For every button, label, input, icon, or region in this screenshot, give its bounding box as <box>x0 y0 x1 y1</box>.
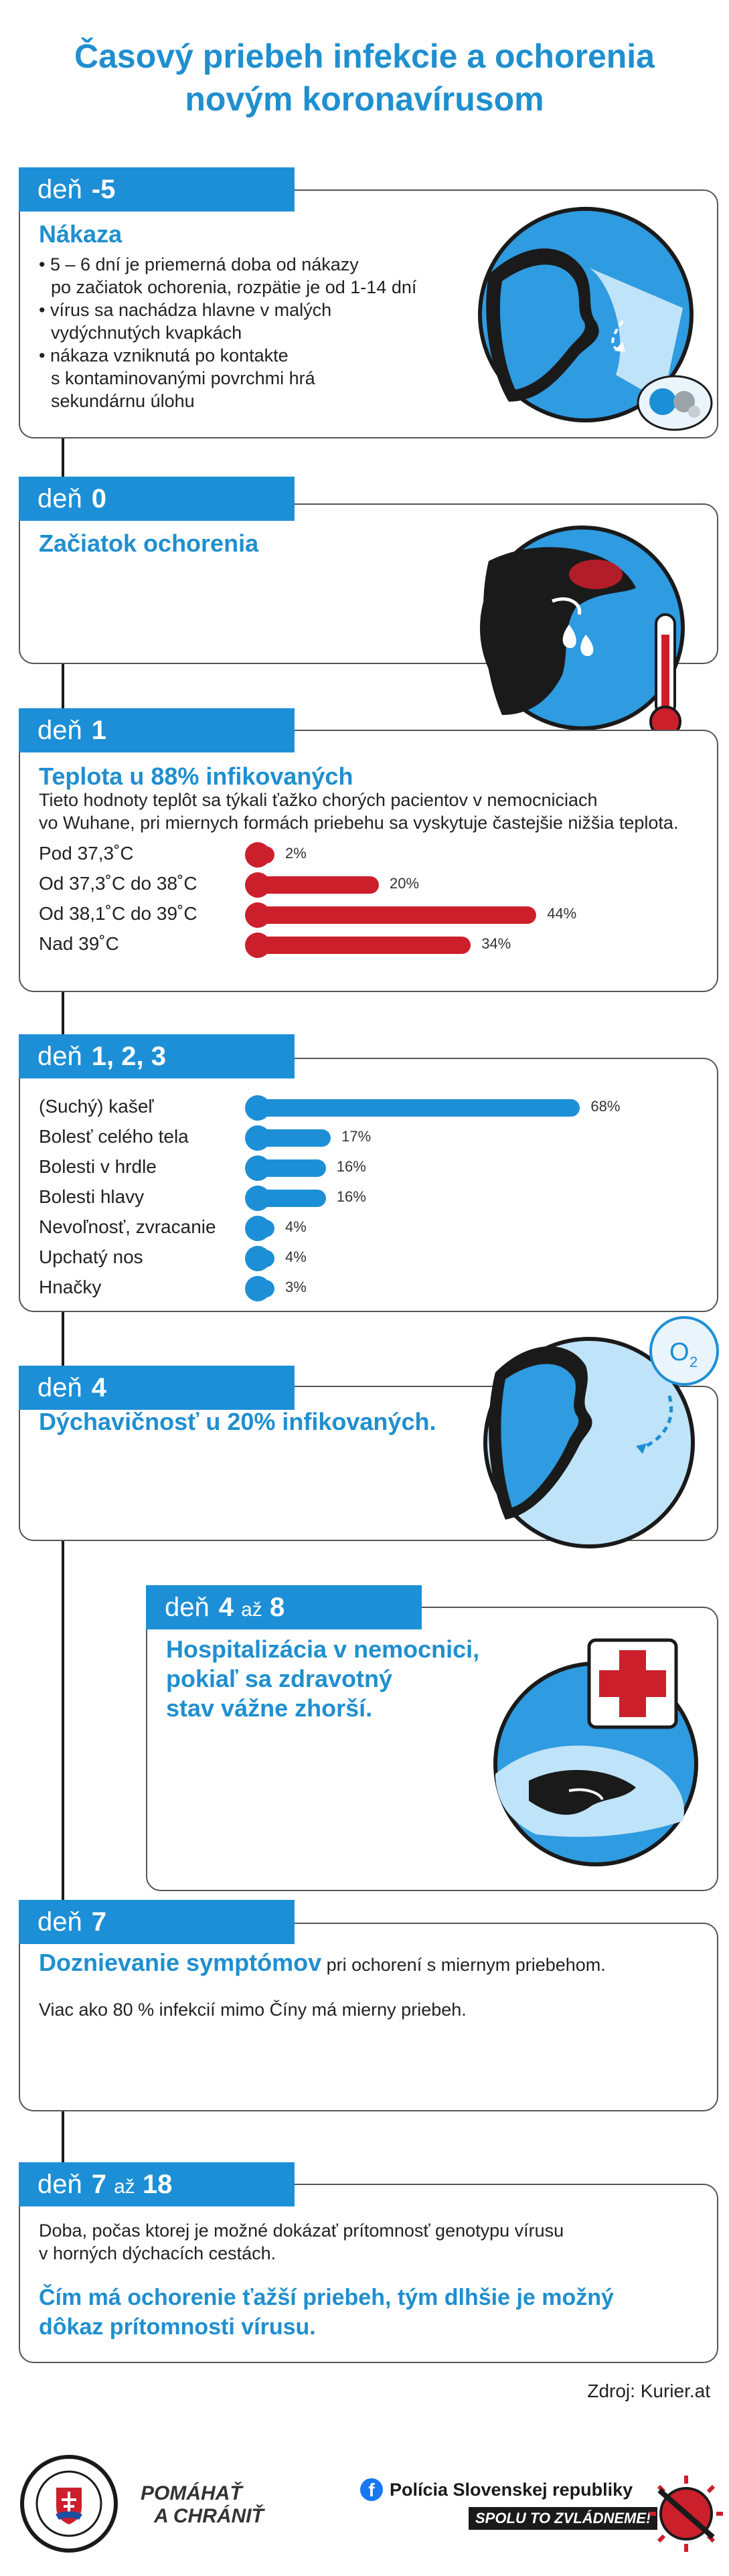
day-number: 1, 2, 3 <box>91 1042 166 1071</box>
fever-illustration <box>480 526 685 738</box>
chart-value-label: 2% <box>285 845 307 862</box>
section-highlight: Čím má ochorenie ťažší priebeh, tým dlhš… <box>39 2285 614 2340</box>
infection-illustration <box>478 207 713 431</box>
chart-bar-cap <box>245 842 270 868</box>
chart-bar-cap <box>245 1276 270 1301</box>
chart-bar <box>248 906 537 924</box>
chart-value-label: 20% <box>390 875 420 892</box>
chart-bar-cap <box>245 872 270 898</box>
chart-bar-cap <box>245 1095 270 1121</box>
tagline: SPOLU TO ZVLÁDNEME! <box>469 2507 658 2530</box>
police-name: Polícia Slovenskej republiky <box>390 2480 633 2500</box>
page-title: Časový priebeh infekcie a ochorenia nový… <box>0 35 729 120</box>
facebook-icon[interactable]: f <box>360 2478 383 2501</box>
section-heading: Dýchavičnosť u 20% infikovaných. <box>39 1408 436 1435</box>
chart-value-label: 16% <box>336 1158 366 1175</box>
chart-label: Od 38,1˚C do 39˚C <box>39 903 197 924</box>
section-heading: Doznievanie symptómov pri ochorení s mie… <box>39 1949 606 1976</box>
section-heading: Nákaza <box>39 220 123 248</box>
chart-bar-cap <box>245 1246 270 1271</box>
chart-bar <box>248 937 471 954</box>
section-subsiding <box>19 1923 718 2111</box>
o2-symbol: O <box>669 1338 690 1366</box>
day-tag-4: deň 4 <box>19 1366 295 1410</box>
chart-value-label: 44% <box>547 905 577 922</box>
day-number: 0 <box>91 484 106 513</box>
chart-value-label: 4% <box>285 1218 307 1235</box>
section-heading: Teplota u 88% infikovaných <box>39 762 353 790</box>
section-detection <box>19 2184 718 2363</box>
chart-value-label: 3% <box>285 1279 307 1295</box>
chart-value-label: 4% <box>285 1249 307 1265</box>
day-tag-7-18: deň 7 až 18 <box>19 2162 295 2206</box>
section-text: Doba, počas ktorej je možné dokázať prít… <box>39 2221 564 2263</box>
breathing-illustration: O 2 <box>483 1316 719 1548</box>
chart-bar <box>248 1099 580 1117</box>
section-text: Viac ako 80 % infekcií mimo Číny má mier… <box>39 2000 467 2020</box>
svg-text:2: 2 <box>690 1354 698 1370</box>
chart-value-label: 17% <box>341 1128 372 1145</box>
chart-label: Bolesti v hrdle <box>39 1156 157 1177</box>
hospital-illustration <box>493 1638 698 1866</box>
coronavirus-icon <box>649 2476 723 2552</box>
chart-label: Upchatý nos <box>39 1246 143 1267</box>
day-tag-0: deň 0 <box>19 477 295 521</box>
day-tag-4-8: deň 4 až 8 <box>146 1585 422 1629</box>
chart-bar-cap <box>245 1155 270 1181</box>
chart-label: Pod 37,3˚C <box>39 843 134 864</box>
chart-bar-cap <box>245 902 270 928</box>
section-heading: Začiatok ochorenia <box>39 530 259 557</box>
chart-bar-cap <box>245 933 270 958</box>
slogan: POMÁHAŤ A CHRÁNIŤ <box>141 2482 264 2527</box>
police-seal-logo <box>20 2455 118 2553</box>
day-tag-7: deň 7 <box>19 1900 295 1944</box>
day-number: 1 <box>91 716 106 745</box>
chart-label: Nad 39˚C <box>39 933 119 954</box>
chart-label: Bolesti hlavy <box>39 1186 145 1207</box>
day-tag-minus5: deň -5 <box>19 167 295 212</box>
day-number: 7 <box>91 1907 106 1937</box>
chart-bar-cap <box>245 1125 270 1151</box>
chart-value-label: 34% <box>481 935 511 952</box>
day-number: -5 <box>91 175 116 204</box>
day-number: 4 <box>91 1373 106 1402</box>
bullet-list: • 5 – 6 dní je priemerná doba od nákazy … <box>39 254 417 411</box>
chart-value-label: 68% <box>590 1098 621 1115</box>
chart-label: Hnačky <box>39 1277 102 1297</box>
chart-bar-cap <box>245 1216 270 1241</box>
chart-value-label: 16% <box>336 1188 366 1205</box>
title-line-1: Časový priebeh infekcie a ochorenia <box>74 37 655 75</box>
source-note: Zdroj: Kurier.at <box>587 2381 710 2401</box>
day-tag-1: deň 1 <box>19 708 295 752</box>
section-text: Tieto hodnoty teplôt sa týkali ťažko cho… <box>39 790 679 833</box>
day-tag-1-2-3: deň 1, 2, 3 <box>19 1034 295 1078</box>
section-heading: Hospitalizácia v nemocnici, pokiaľ sa zd… <box>166 1635 480 1722</box>
chart-label: Bolesť celého tela <box>39 1126 189 1147</box>
chart-bar-cap <box>245 1186 270 1211</box>
title-line-2: novým koronavírusom <box>185 80 544 118</box>
chart-label: (Suchý) kašeľ <box>39 1096 154 1117</box>
chart-label: Od 37,3˚C do 38˚C <box>39 873 197 894</box>
chart-label: Nevoľnosť, zvracanie <box>39 1216 216 1237</box>
